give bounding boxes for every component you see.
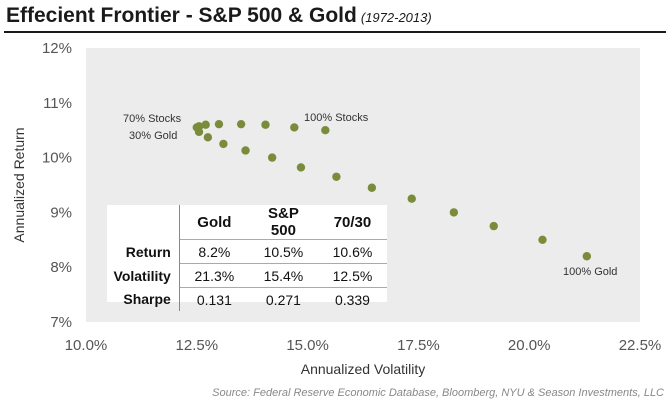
- table-cell: 21.3%: [178, 263, 249, 288]
- row-label: Volatility: [113, 267, 171, 284]
- scatter-point: [194, 122, 204, 131]
- y-tick-label: 7%: [50, 314, 72, 331]
- x-tick-label: 10.0%: [65, 337, 108, 354]
- row-label: Sharpe: [123, 291, 171, 308]
- x-tick-label: 12.5%: [176, 337, 219, 354]
- x-tick-label: 17.5%: [397, 337, 440, 354]
- scatter-point: [203, 133, 213, 142]
- axis-ticks: 12% 11% 10% 9% 8% 7% 10.0% 12.5% 15.0% 17.5% 20.0%…: [42, 40, 661, 354]
- table-cell: 8.2%: [178, 239, 249, 264]
- title-underline: [4, 31, 666, 33]
- table-cell: 0.131: [178, 287, 249, 311]
- table-row: Sharpe 0.131 0.271 0.339: [107, 287, 387, 311]
- table-row: Return 8.2% 10.5% 10.6%: [107, 239, 387, 264]
- annotation-30-gold: 30% Gold: [129, 130, 177, 142]
- scatter-point: [582, 252, 592, 261]
- stats-header-row: Gold S&P 500 70/30: [107, 205, 387, 240]
- table-row: Volatility 21.3% 15.4% 12.5%: [107, 263, 387, 288]
- annotation-70-stocks: 70% Stocks: [123, 113, 182, 125]
- scatter-point: [296, 163, 306, 172]
- y-axis-label: Annualized Return: [11, 127, 27, 242]
- scatter-point: [538, 235, 547, 244]
- scatter-point: [449, 208, 459, 217]
- x-axis-label: Annualized Volatility: [301, 361, 426, 377]
- table-cell: 15.4%: [248, 263, 318, 288]
- row-label: Return: [125, 243, 171, 260]
- scatter-point: [407, 194, 416, 203]
- y-tick-label: 8%: [50, 259, 72, 276]
- source-note: Source: Federal Reserve Economic Databas…: [212, 387, 664, 399]
- stats-header-blank: [107, 205, 179, 240]
- scatter-point: [321, 126, 330, 135]
- scatter-point: [267, 153, 277, 162]
- y-tick-label: 10%: [42, 150, 72, 167]
- data-points: [192, 119, 592, 261]
- chart-subtitle: (1972-2013): [360, 10, 432, 25]
- scatter-point: [489, 221, 498, 231]
- chart-title: Effecient Frontier - S&P 500 & Gold: [6, 4, 357, 27]
- stats-header-7030: 70/30: [333, 213, 372, 231]
- scatter-point: [219, 139, 228, 149]
- annotation-100-gold: 100% Gold: [563, 266, 617, 278]
- scatter-point: [332, 172, 341, 181]
- scatter-point: [290, 123, 299, 132]
- x-tick-label: 15.0%: [286, 337, 329, 354]
- table-cell: 12.5%: [317, 263, 387, 288]
- stats-table: Gold S&P 500 70/30 Return 8.2% 10.5% 10.…: [107, 205, 387, 311]
- chart-title-block: Effecient Frontier - S&P 500 & Gold (1972…: [6, 4, 432, 28]
- table-cell: 0.339: [317, 287, 387, 311]
- stats-header-sp500: S&P 500: [267, 205, 299, 239]
- table-cell: 10.5%: [248, 239, 318, 264]
- y-tick-label: 12%: [42, 40, 72, 57]
- scatter-point: [367, 183, 377, 192]
- x-tick-label: 20.0%: [508, 337, 551, 354]
- scatter-point: [236, 119, 246, 129]
- scatter-point: [261, 120, 270, 129]
- scatter-point: [241, 146, 250, 155]
- table-cell: 0.271: [248, 287, 318, 311]
- x-tick-label: 22.5%: [619, 337, 662, 354]
- annotation-100-stocks: 100% Stocks: [304, 112, 369, 124]
- y-tick-label: 9%: [50, 204, 72, 221]
- y-tick-label: 11%: [43, 95, 72, 112]
- table-cell: 10.6%: [317, 239, 387, 264]
- stats-header-gold: Gold: [178, 205, 249, 240]
- scatter-point: [214, 119, 224, 129]
- scatter-point: [201, 120, 210, 129]
